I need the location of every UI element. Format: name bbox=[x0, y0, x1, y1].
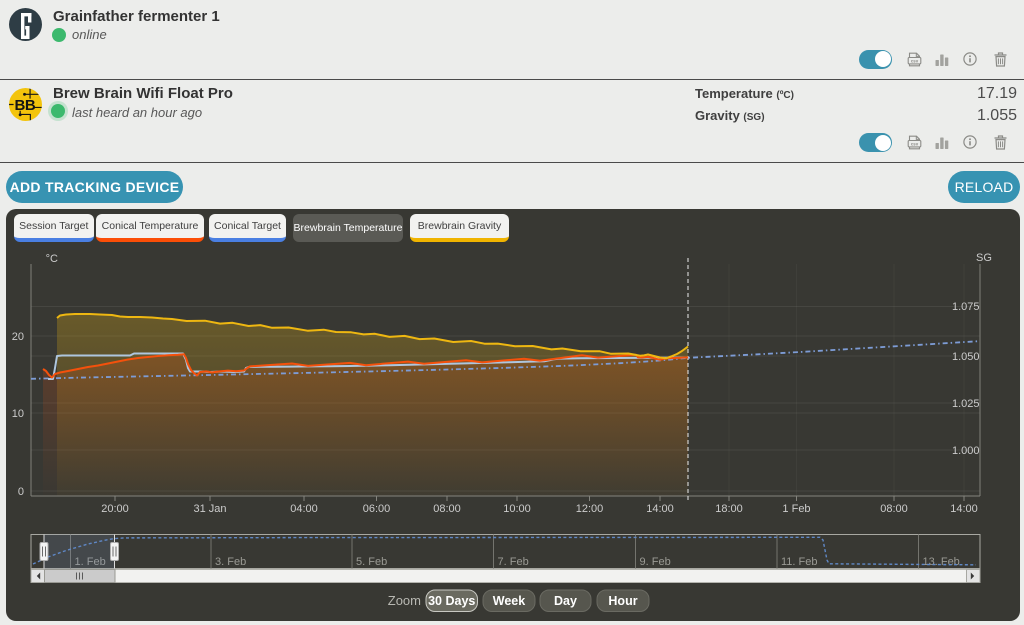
svg-text:1.075: 1.075 bbox=[952, 301, 980, 313]
svg-text:06:00: 06:00 bbox=[363, 503, 391, 515]
svg-text:1.025: 1.025 bbox=[952, 398, 980, 410]
svg-text:08:00: 08:00 bbox=[880, 503, 908, 515]
svg-text:08:00: 08:00 bbox=[433, 503, 461, 515]
svg-text:csv: csv bbox=[911, 141, 919, 146]
svg-text:12:00: 12:00 bbox=[576, 503, 604, 515]
svg-text:30 Days: 30 Days bbox=[428, 594, 475, 608]
svg-text:04:00: 04:00 bbox=[290, 503, 318, 515]
svg-text:1.000: 1.000 bbox=[952, 445, 980, 457]
svg-text:5. Feb: 5. Feb bbox=[356, 556, 387, 568]
svg-text:csv: csv bbox=[911, 58, 919, 63]
svg-text:14:00: 14:00 bbox=[646, 503, 674, 515]
svg-text:1 Feb: 1 Feb bbox=[782, 503, 810, 515]
svg-text:Zoom: Zoom bbox=[388, 593, 421, 608]
svg-text:9. Feb: 9. Feb bbox=[640, 556, 671, 568]
svg-text:10:00: 10:00 bbox=[503, 503, 531, 515]
svg-text:BB: BB bbox=[15, 97, 36, 114]
svg-text:1. Feb: 1. Feb bbox=[75, 556, 106, 568]
svg-text:3. Feb: 3. Feb bbox=[215, 556, 246, 568]
svg-text:14:00: 14:00 bbox=[950, 503, 978, 515]
svg-text:SG: SG bbox=[976, 252, 992, 264]
svg-text:10: 10 bbox=[12, 408, 24, 420]
svg-text:11. Feb: 11. Feb bbox=[781, 556, 818, 568]
svg-text:18:00: 18:00 bbox=[715, 503, 743, 515]
svg-text:0: 0 bbox=[18, 486, 24, 498]
svg-text:Hour: Hour bbox=[608, 594, 637, 608]
svg-text:20: 20 bbox=[12, 331, 24, 343]
svg-text:13. Feb: 13. Feb bbox=[923, 556, 960, 568]
svg-text:Week: Week bbox=[493, 594, 525, 608]
svg-text:7. Feb: 7. Feb bbox=[498, 556, 529, 568]
svg-text:Day: Day bbox=[554, 594, 577, 608]
svg-text:20:00: 20:00 bbox=[101, 503, 129, 515]
svg-text:31 Jan: 31 Jan bbox=[193, 503, 226, 515]
svg-text:°C: °C bbox=[46, 253, 58, 265]
svg-text:1.050: 1.050 bbox=[952, 351, 980, 363]
